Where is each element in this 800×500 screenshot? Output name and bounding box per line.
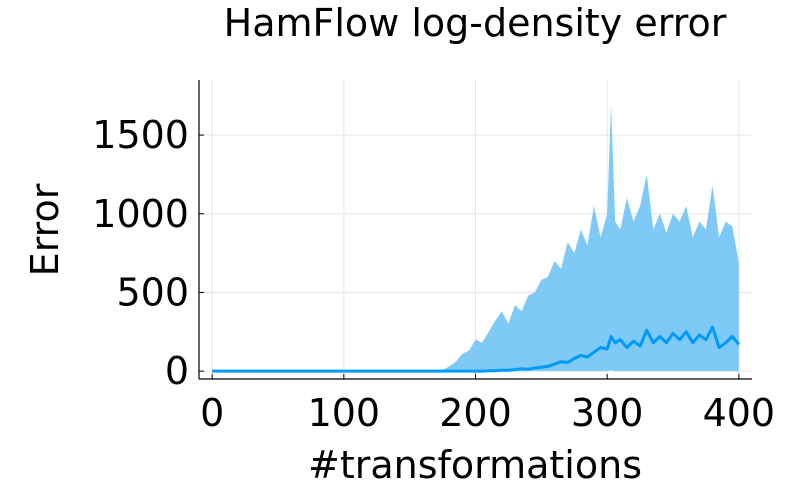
y-ticks: 0 500 1000 1500 bbox=[92, 113, 204, 393]
chart-title: HamFlow log-density error bbox=[224, 1, 727, 45]
mean-line bbox=[212, 325, 740, 373]
x-ticks: 0 100 200 300 400 bbox=[200, 374, 775, 435]
x-tick-label: 400 bbox=[703, 391, 776, 435]
y-tick-label: 500 bbox=[116, 270, 189, 314]
x-tick-label: 100 bbox=[308, 391, 381, 435]
y-axis-label: Error bbox=[23, 183, 67, 276]
x-tick-label: 200 bbox=[439, 391, 512, 435]
y-tick-label: 1000 bbox=[92, 192, 189, 236]
x-axis-label: #transformations bbox=[308, 443, 642, 487]
x-tick-label: 0 bbox=[200, 391, 224, 435]
y-tick-label: 0 bbox=[165, 349, 189, 393]
x-tick-label: 300 bbox=[571, 391, 644, 435]
y-tick-label: 1500 bbox=[92, 113, 189, 157]
plot-area bbox=[212, 103, 740, 373]
error-band bbox=[212, 103, 739, 372]
